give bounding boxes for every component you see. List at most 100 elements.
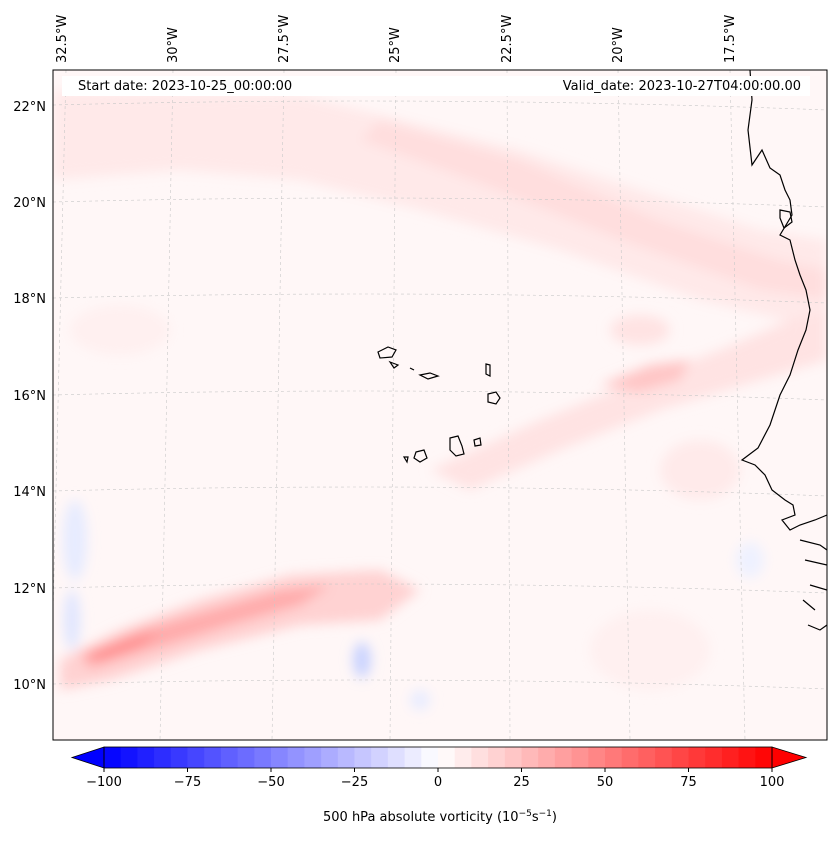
colorbar: −100 −75 −50 −25 0 25 50 75 100 500 hPa absolute…: [70, 746, 808, 825]
meridian-30w: [159, 70, 174, 740]
date-banner: [62, 76, 810, 96]
colorbar-cell: [271, 747, 289, 768]
colorbar-cell: [621, 747, 639, 768]
colorbar-cell: [304, 747, 322, 768]
colorbar-max-extension: [771, 746, 808, 769]
guinea-bissau-coast: [799, 539, 827, 631]
colorbar-cell: [187, 747, 205, 768]
lat-label: 12°N: [13, 582, 46, 597]
northern-band-core: [360, 120, 827, 300]
negative-patch-south: [353, 642, 371, 678]
lon-label: 32.5°W: [55, 15, 70, 63]
island-maio: [473, 437, 482, 447]
colorbar-cell: [638, 747, 656, 768]
colorbar-cell: [237, 747, 255, 768]
colorbar-cell: [404, 747, 422, 768]
meridian-22-5w: [506, 70, 511, 740]
meridian-25w: [389, 70, 397, 740]
colorbar-cell: [605, 747, 623, 768]
parallel-20n: [53, 197, 827, 208]
meridian-20w: [617, 70, 631, 740]
colorbar-cell: [471, 747, 489, 768]
parallel-16n: [53, 390, 827, 401]
pink-blob-1: [610, 315, 670, 345]
colorbar-cell: [337, 747, 355, 768]
lat-label: 10°N: [13, 678, 46, 693]
lon-label: 20°W: [611, 27, 626, 63]
colorbar-label-exp1: −5: [519, 809, 532, 819]
negative-patch-south-2: [410, 690, 430, 710]
island-sao-vicente: [388, 360, 400, 369]
vorticity-field: [53, 70, 827, 740]
colorbar-cell: [705, 747, 723, 768]
colorbar-cell: [354, 747, 372, 768]
colorbar-cell: [204, 747, 222, 768]
island-santo-antao: [377, 346, 397, 359]
parallel-22n: [53, 100, 827, 111]
colorbar-tick-label: −50: [257, 775, 284, 790]
colorbar-cell: [521, 747, 539, 768]
colorbar-label: 500 hPa absolute vorticity (10−5s−1): [323, 809, 557, 825]
map-frame: [52, 69, 828, 741]
island-brava: [402, 456, 409, 464]
colorbar-cell: [321, 747, 339, 768]
island-boa-vista: [487, 391, 501, 405]
colorbar-cell: [655, 747, 673, 768]
lat-label: 20°N: [13, 196, 46, 211]
southern-band-max: [85, 630, 160, 660]
lon-label: 17.5°W: [723, 15, 738, 63]
colorbar-tick-label: 75: [680, 775, 697, 790]
lat-label: 16°N: [13, 389, 46, 404]
coastline: [740, 70, 827, 631]
colorbar-tick-label: 0: [434, 775, 442, 790]
parallel-18n: [53, 293, 827, 304]
colorbar-cell: [454, 747, 472, 768]
colorbar-ticks: −100 −75 −50 −25 0 25 50 75 100: [86, 768, 784, 790]
pink-blob-4: [70, 305, 170, 355]
island-santiago: [449, 435, 465, 457]
lat-label: 22°N: [13, 100, 46, 115]
colorbar-cell: [421, 747, 439, 768]
longitude-labels: 32.5°W 30°W 27.5°W 25°W 22.5°W 20°W 17.5…: [55, 15, 738, 63]
colorbar-cell: [688, 747, 706, 768]
banc-arguin: [779, 209, 793, 229]
colorbar-cell: [538, 747, 556, 768]
colorbar-tick-label: 50: [597, 775, 614, 790]
lon-label: 27.5°W: [277, 15, 292, 63]
colorbar-cells: [104, 747, 773, 768]
lon-label: 30°W: [166, 27, 181, 63]
colorbar-cell: [488, 747, 506, 768]
colorbar-cell: [554, 747, 573, 768]
colorbar-label-close: ): [552, 810, 557, 825]
latitude-labels: 22°N 20°N 18°N 16°N 14°N 12°N 10°N: [13, 100, 46, 693]
island-sal: [485, 363, 491, 377]
colorbar-label-unit: s: [532, 810, 539, 825]
graticule: [53, 70, 827, 740]
colorbar-cell: [671, 747, 689, 768]
parallel-12n: [53, 583, 827, 594]
central-band-core: [600, 360, 690, 392]
colorbar-cell: [154, 747, 172, 768]
colorbar-cell: [220, 747, 239, 768]
colorbar-tick-label: 100: [760, 775, 785, 790]
parallel-10n: [53, 679, 827, 690]
colorbar-tick-label: −75: [174, 775, 201, 790]
colorbar-cell: [738, 747, 756, 768]
colorbar-cell: [254, 747, 272, 768]
meridian-17-5w: [729, 70, 746, 740]
colorbar-cell: [104, 747, 122, 768]
colorbar-cell: [755, 747, 773, 768]
colorbar-cell: [120, 747, 138, 768]
negative-patch-east: [736, 542, 764, 578]
island-santa-luzia: [409, 367, 415, 371]
colorbar-tick-label: −25: [341, 775, 368, 790]
colorbar-tick-label: −100: [86, 775, 122, 790]
pink-blob-3: [590, 610, 710, 690]
southern-band-core: [80, 585, 330, 668]
colorbar-cell: [387, 747, 406, 768]
colorbar-tick-label: 25: [513, 775, 530, 790]
colorbar-label-text: 500 hPa absolute vorticity (10: [323, 810, 519, 825]
lon-label: 22.5°W: [500, 15, 515, 63]
